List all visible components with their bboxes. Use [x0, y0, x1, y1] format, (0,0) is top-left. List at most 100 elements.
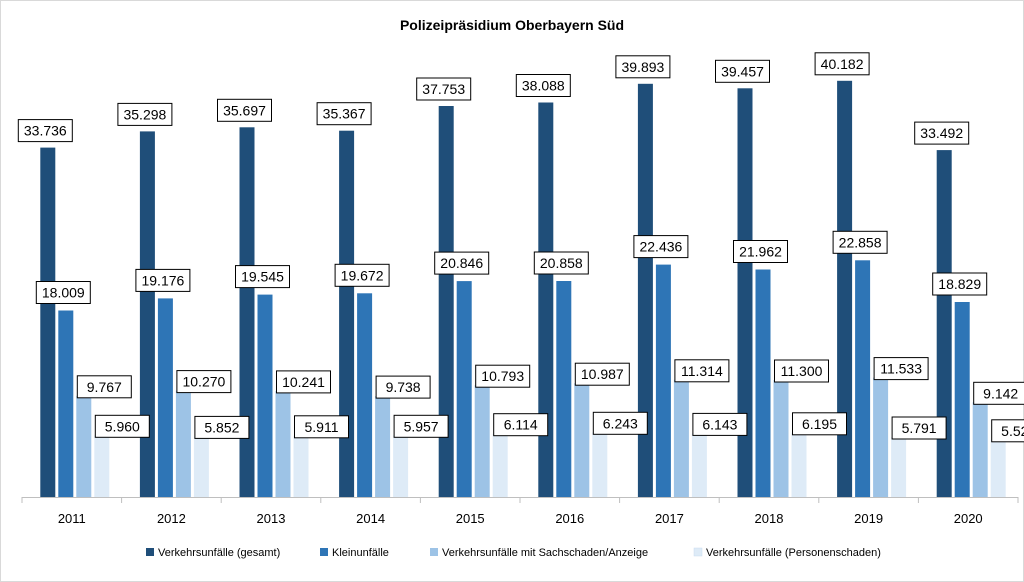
bar-2016-series-2 [556, 281, 572, 497]
data-label-box [117, 102, 173, 126]
data-label-2018-series-1: 39.457 [715, 59, 770, 83]
data-label-box [393, 414, 449, 438]
data-label-box [932, 272, 988, 296]
data-label-text: 11.300 [781, 363, 823, 379]
bar-2019-series-4 [891, 437, 907, 497]
x-tick-label-2014: 2014 [356, 511, 385, 526]
data-label-2014-series-1: 35.367 [316, 102, 372, 126]
data-label-2015-series-1: 37.753 [416, 77, 472, 101]
data-label-2011-series-1: 33.736 [17, 119, 73, 143]
data-label-text: 5.791 [902, 420, 937, 436]
data-label-text: 9.142 [983, 385, 1018, 401]
data-label-2012-series-2: 19.176 [135, 268, 191, 292]
data-label-text: 6.243 [603, 415, 638, 431]
data-label-text: 9.738 [386, 379, 421, 395]
data-label-text: 5.911 [305, 419, 339, 435]
data-label-2015-series-4: 6.114 [493, 413, 549, 437]
data-label-box [294, 415, 349, 439]
legend-item-3: Verkehrsunfälle mit Sachschaden/Anzeige [430, 547, 648, 559]
legend-swatch [146, 548, 154, 556]
x-tick-label-2015: 2015 [456, 511, 485, 526]
bar-2011-series-2 [58, 310, 74, 497]
bar-2012-series-4 [193, 436, 209, 497]
data-label-text: 39.457 [721, 63, 764, 79]
x-tick-label-2013: 2013 [257, 511, 286, 526]
data-label-text: 20.858 [540, 255, 583, 271]
data-label-box [94, 414, 150, 438]
data-label-2018-series-2: 21.962 [733, 240, 788, 263]
data-label-2012-series-1: 35.298 [117, 102, 173, 126]
x-tick-label-2011: 2011 [58, 511, 86, 526]
data-label-2011-series-2: 18.009 [35, 281, 91, 304]
bar-2019-series-3 [873, 377, 889, 497]
data-label-box [176, 370, 232, 394]
data-label-text: 35.367 [323, 106, 366, 122]
data-label-2011-series-3: 9.767 [76, 375, 132, 399]
x-tick-label-2020: 2020 [954, 511, 983, 526]
bar-2016-series-3 [574, 383, 590, 497]
data-label-text: 6.114 [504, 417, 538, 433]
data-label-2020-series-3: 9.142 [973, 381, 1024, 405]
bar-2011-series-4 [94, 435, 110, 497]
data-label-text: 10.241 [282, 374, 325, 390]
legend-label: Kleinunfälle [332, 547, 389, 559]
data-label-box [17, 119, 73, 143]
data-label-text: 18.009 [42, 285, 85, 301]
bar-2018-series-4 [791, 432, 807, 497]
bar-2015-series-2 [456, 281, 472, 497]
x-axis: 2011 2012 2013 2014 2015 2016 2017 2018 2019 2020 [21, 497, 1019, 526]
legend-item-2: Kleinunfälle [320, 547, 389, 559]
data-label-box [592, 411, 648, 435]
data-label-2017-series-2: 22.436 [633, 235, 689, 259]
x-tick-label-2017: 2017 [655, 511, 684, 526]
data-label-box [375, 375, 431, 399]
data-label-box [715, 59, 770, 83]
bar-2011-series-1 [40, 147, 56, 497]
data-label-text: 6.143 [702, 416, 737, 432]
data-label-text: 33.492 [920, 125, 963, 141]
data-label-box [814, 52, 870, 76]
data-label-box [533, 251, 589, 275]
data-label-text: 9.767 [87, 379, 122, 395]
data-label-box [35, 281, 91, 304]
data-label-box [217, 98, 272, 122]
data-label-2014-series-4: 5.957 [393, 414, 449, 438]
bar-2020-series-3 [972, 402, 988, 497]
x-tick-label-2018: 2018 [755, 511, 784, 526]
data-label-text: 18.829 [938, 276, 981, 292]
data-label-2015-series-2: 20.846 [434, 251, 490, 275]
data-label-2015-series-3: 10.793 [475, 364, 531, 388]
data-label-box [135, 268, 191, 292]
data-label-2020-series-2: 18.829 [932, 272, 988, 296]
data-label-2013-series-4: 5.911 [294, 415, 349, 439]
data-label-box [194, 415, 250, 439]
x-tick-label-2019: 2019 [854, 511, 883, 526]
bar-2012-series-3 [175, 390, 191, 497]
data-label-text: 5.957 [404, 418, 439, 434]
data-label-box [792, 412, 847, 436]
x-tick-label-2016: 2016 [555, 511, 584, 526]
data-label-text: 39.893 [621, 59, 664, 75]
data-label-text: 22.858 [839, 234, 882, 250]
data-label-box [434, 251, 490, 275]
bar-2013-series-2 [257, 294, 273, 497]
data-label-box [973, 381, 1024, 405]
bar-2019-series-1 [837, 80, 853, 498]
data-label-box [991, 419, 1024, 443]
data-label-2018-series-4: 6.195 [792, 412, 847, 436]
data-label-2018-series-3: 11.300 [774, 359, 829, 383]
data-label-box [692, 412, 748, 436]
bar-2011-series-3 [76, 395, 92, 497]
data-label-2016-series-2: 20.858 [533, 251, 589, 275]
data-label-2017-series-4: 6.143 [692, 412, 748, 436]
data-label-text: 40.182 [821, 56, 864, 72]
data-label-2016-series-4: 6.243 [592, 411, 648, 435]
data-label-2011-series-4: 5.960 [94, 414, 150, 438]
plot-area [40, 80, 1006, 498]
data-labels: 33.736 18.009 9.767 5.960 35.298 19.176 10.270… [17, 52, 1024, 443]
data-label-text: 10.987 [581, 366, 624, 382]
legend-swatch [320, 548, 328, 556]
legend-item-1: Verkehrsunfälle (gesamt) [146, 547, 280, 559]
data-label-2016-series-1: 38.088 [515, 74, 571, 97]
bar-2018-series-2 [755, 269, 771, 497]
